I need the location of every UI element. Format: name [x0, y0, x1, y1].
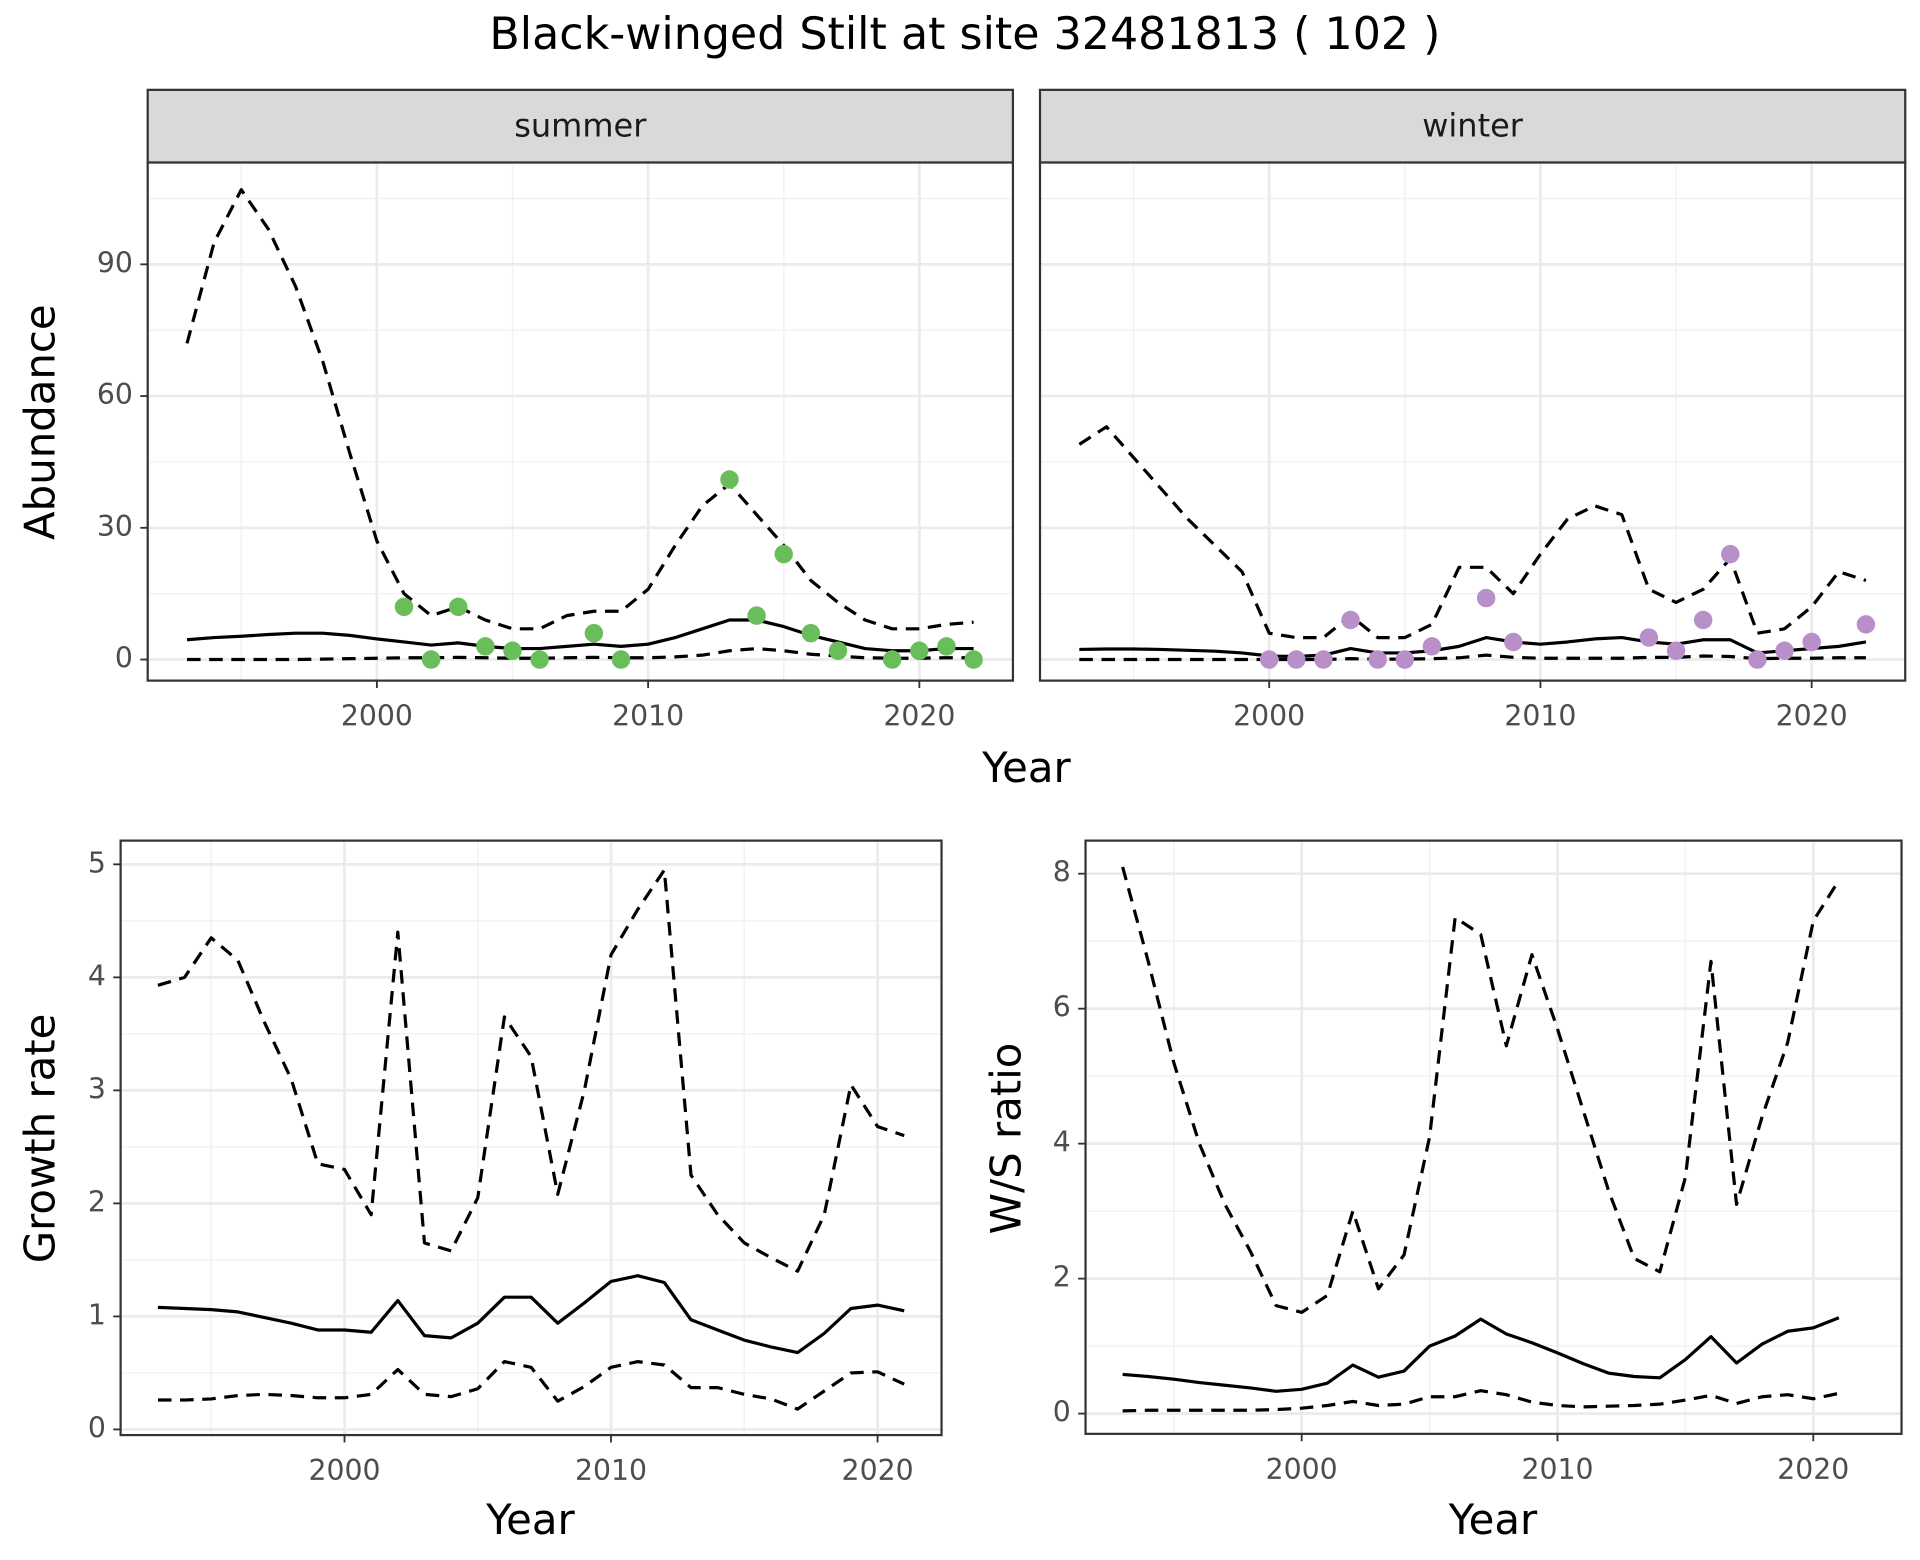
panel-background — [1085, 840, 1902, 1434]
panel-border — [1084, 839, 1903, 1435]
interval-line — [157, 868, 905, 1273]
y-tick-label: 2 — [88, 1185, 106, 1218]
point — [1476, 588, 1496, 608]
y-tick-label: 2 — [1053, 1261, 1071, 1294]
point — [1666, 641, 1686, 660]
y-tick-label: 8 — [1053, 856, 1071, 889]
point — [828, 641, 848, 660]
point — [1395, 650, 1415, 669]
y-tick-label: 1 — [88, 1298, 106, 1331]
interval-line — [1121, 866, 1841, 1314]
x-tick-label: 2010 — [612, 700, 684, 733]
y-tick-label: 0 — [115, 642, 133, 675]
point — [1259, 650, 1279, 669]
point — [611, 650, 631, 669]
x-tick-label: 2020 — [1776, 700, 1848, 733]
y-tick-label: 3 — [88, 1072, 106, 1105]
point — [964, 650, 983, 669]
x-axis-title: Year — [485, 1495, 575, 1544]
panel-background — [120, 840, 942, 1436]
strip — [1038, 88, 1907, 164]
x-tick-label: 2000 — [1233, 700, 1305, 733]
interval-line — [1078, 425, 1867, 640]
point — [720, 470, 739, 489]
y-tick-label: 4 — [1053, 1126, 1071, 1159]
x-axis-title: Year — [1448, 1495, 1538, 1544]
x-tick-label: 2020 — [842, 1454, 914, 1487]
point — [1748, 650, 1767, 669]
y-tick-label: 5 — [88, 846, 106, 879]
x-tick-label: 2020 — [883, 700, 955, 733]
x-axis-title: Year — [981, 743, 1071, 792]
point — [801, 623, 821, 643]
point — [530, 650, 549, 669]
x-tick-label: 2010 — [1504, 700, 1576, 733]
point — [1721, 544, 1740, 564]
point — [1693, 610, 1713, 630]
mean-line — [1079, 635, 1867, 659]
interval-line — [1079, 653, 1866, 662]
point — [449, 597, 468, 617]
point — [1856, 615, 1876, 634]
panel-border — [119, 839, 943, 1437]
point — [421, 650, 441, 669]
strip-label: summer — [514, 106, 647, 144]
point — [1504, 632, 1523, 652]
x-tick-label: 2000 — [341, 700, 413, 733]
point — [1775, 641, 1794, 660]
point — [747, 606, 766, 625]
x-tick-label: 2020 — [1777, 1453, 1849, 1486]
y-tick-label: 0 — [1053, 1396, 1071, 1429]
interval-line — [157, 1360, 905, 1411]
point — [1639, 628, 1659, 647]
y-tick-label: 30 — [97, 510, 133, 543]
mean-line — [157, 1274, 905, 1355]
y-tick-label: 6 — [1053, 991, 1071, 1024]
point — [1422, 637, 1442, 656]
x-tick-label: 2010 — [1521, 1453, 1593, 1486]
panel-background — [1040, 162, 1906, 681]
point — [1287, 650, 1306, 669]
figure-title: Black-winged Stilt at site 32481813 ( 10… — [489, 9, 1440, 60]
point — [910, 641, 929, 660]
point — [937, 637, 956, 656]
x-tick-label: 2000 — [308, 1454, 380, 1487]
y-tick-label: 0 — [88, 1411, 106, 1444]
point — [1314, 650, 1333, 669]
point — [394, 597, 414, 617]
strip — [146, 88, 1015, 164]
point — [584, 623, 604, 643]
x-tick-label: 2000 — [1266, 1453, 1338, 1486]
x-tick-label: 2010 — [575, 1454, 647, 1487]
point — [774, 544, 793, 564]
y-axis-title: W/S ratio — [982, 1043, 1031, 1235]
interval-line — [1122, 1389, 1840, 1413]
y-axis-title: Growth rate — [16, 1014, 65, 1264]
point — [1368, 650, 1387, 669]
point — [882, 650, 902, 669]
y-axis-title: Abundance — [16, 304, 65, 540]
mean-line — [1122, 1316, 1840, 1393]
strip-label: winter — [1422, 106, 1524, 144]
point — [1341, 610, 1360, 630]
interval-line — [185, 188, 974, 631]
point — [476, 637, 495, 656]
y-tick-label: 60 — [97, 378, 133, 411]
panel-background — [147, 162, 1013, 681]
point — [503, 641, 522, 660]
y-tick-label: 90 — [97, 246, 133, 279]
y-tick-label: 4 — [88, 959, 106, 992]
point — [1802, 632, 1821, 652]
